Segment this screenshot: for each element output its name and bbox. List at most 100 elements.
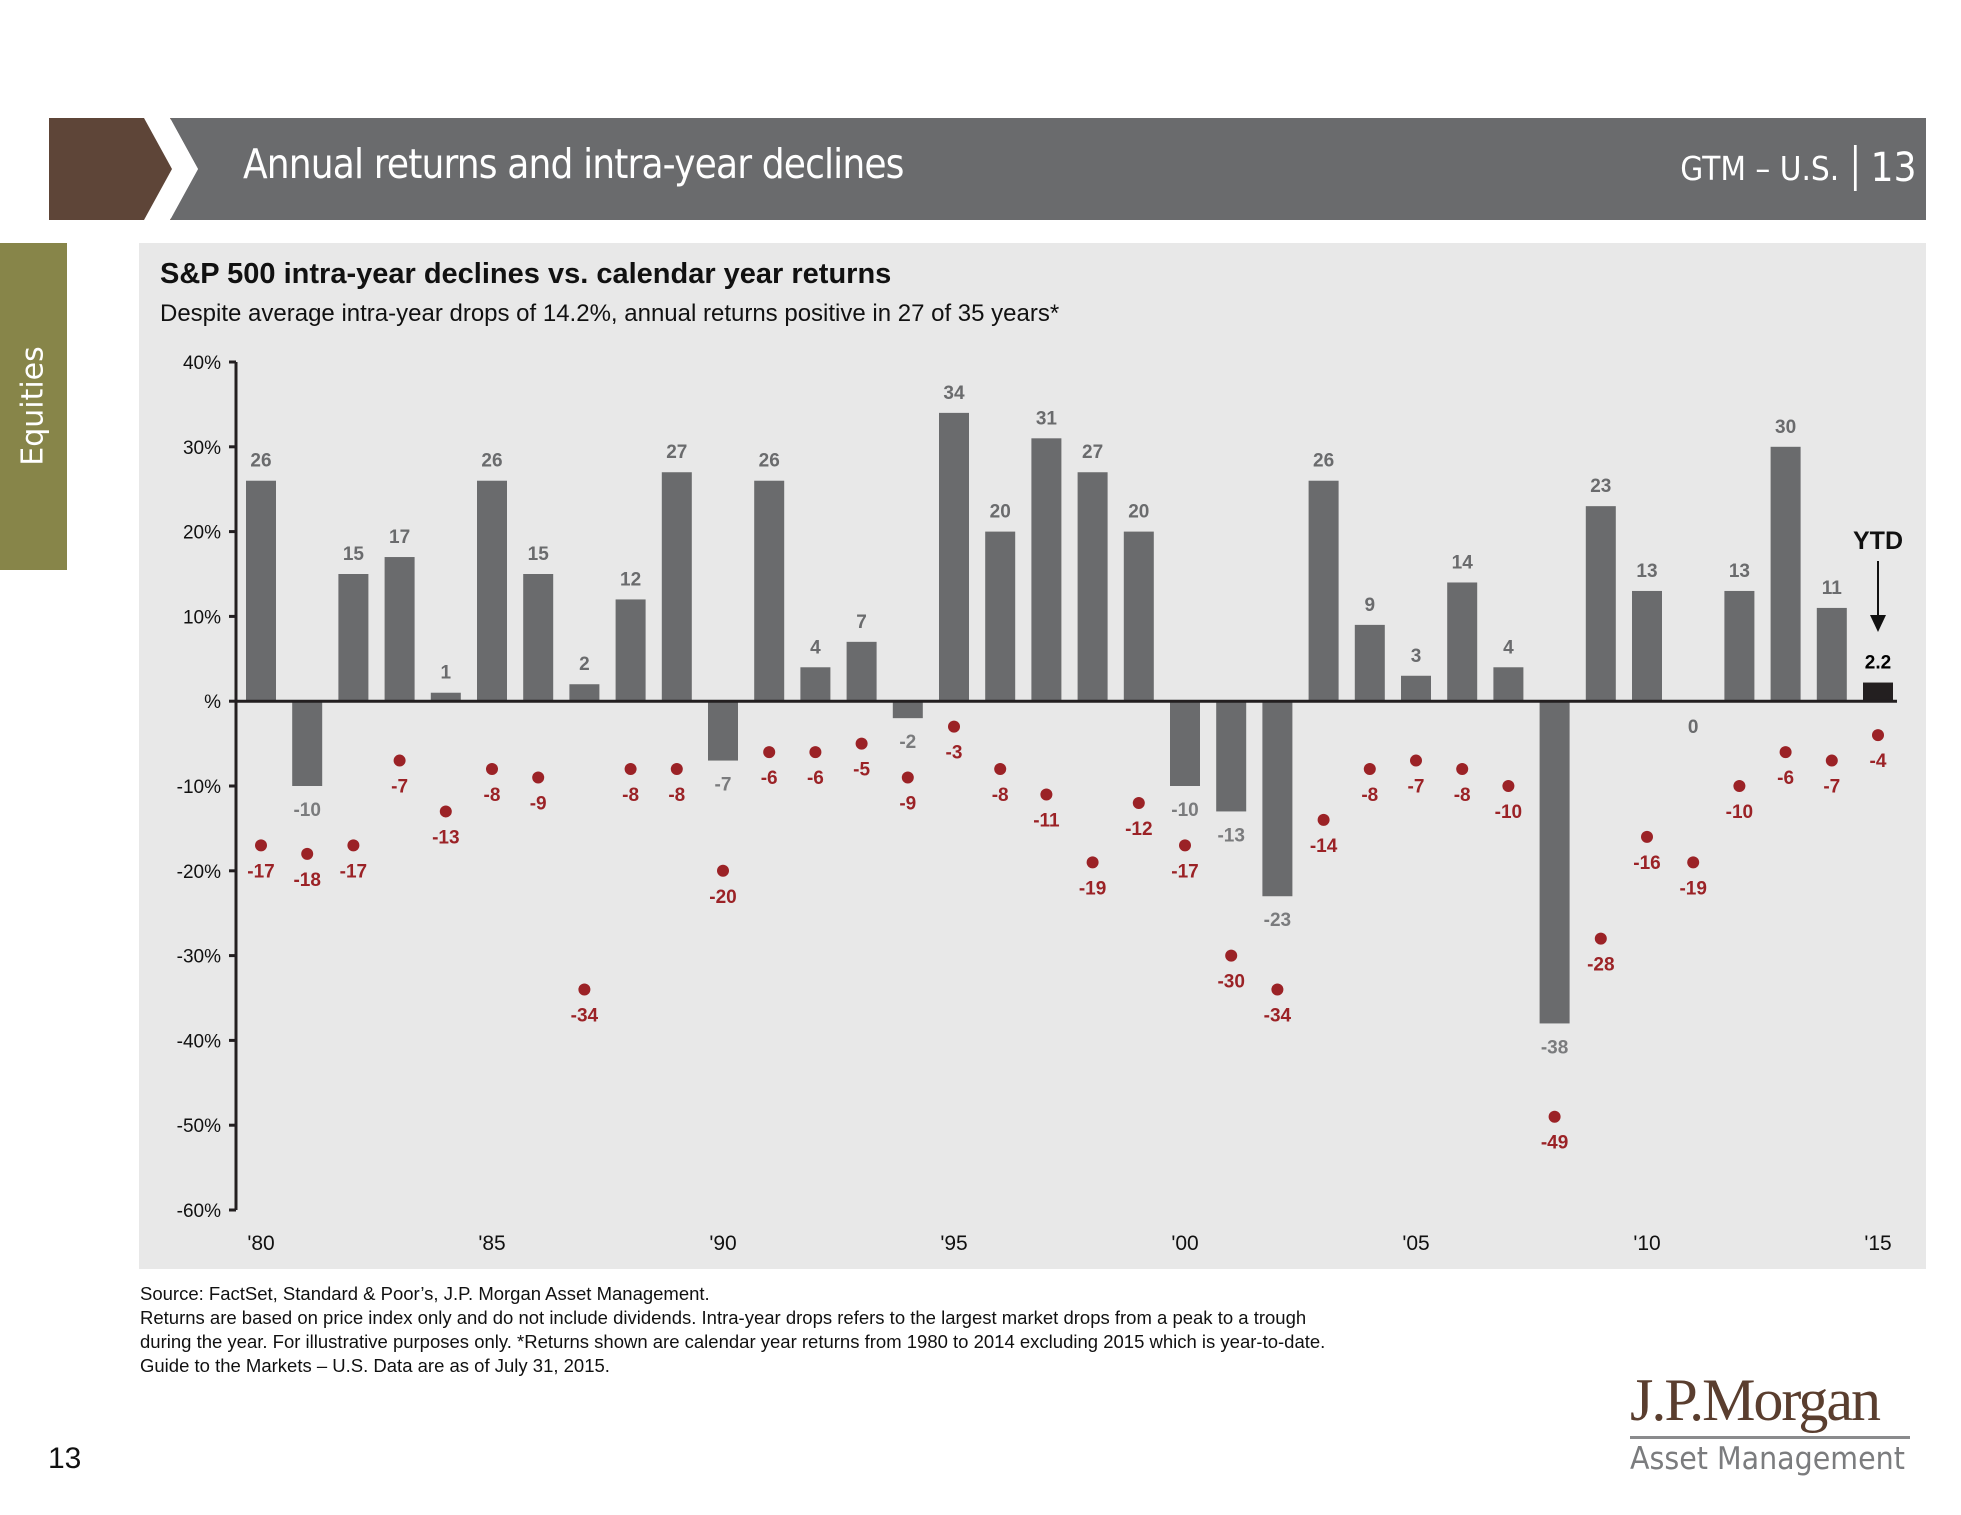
bar-1999 xyxy=(1123,531,1154,702)
decline-label-1987: -34 xyxy=(571,1006,599,1027)
return-label-2011: 0 xyxy=(1688,717,1699,738)
decline-dot-1998 xyxy=(1086,856,1099,869)
bar-2010 xyxy=(1632,590,1662,702)
footnote-line: Returns are based on price index only an… xyxy=(140,1307,1307,1328)
y-tick-label: 10% xyxy=(183,607,221,628)
decline-label-2006: -8 xyxy=(1454,785,1471,806)
decline-dot-1986 xyxy=(532,771,545,784)
y-tick-label: 30% xyxy=(183,438,221,459)
decline-dot-1989 xyxy=(670,763,683,776)
decline-label-1999: -12 xyxy=(1125,819,1152,840)
decline-dot-1993 xyxy=(855,737,868,750)
return-label-2000: -10 xyxy=(1171,800,1198,821)
decline-label-1996: -8 xyxy=(992,785,1009,806)
decline-label-1983: -7 xyxy=(391,777,408,798)
decline-label-2008: -49 xyxy=(1541,1133,1568,1154)
decline-label-1997: -11 xyxy=(1033,810,1060,831)
footnote-source: Source: FactSet, Standard & Poor’s, J.P.… xyxy=(140,1283,710,1304)
decline-dot-1981 xyxy=(301,847,314,860)
return-label-1980: 26 xyxy=(250,451,271,472)
jpmorgan-logo: J.P.Morgan Asset Management xyxy=(1630,1370,1930,1477)
decline-label-1991: -6 xyxy=(761,768,778,789)
bar-1995 xyxy=(939,412,969,702)
return-label-1993: 7 xyxy=(856,612,867,633)
return-label-1988: 12 xyxy=(620,569,641,590)
return-label-2014: 11 xyxy=(1822,578,1843,599)
y-tick-label: -50% xyxy=(177,1116,221,1137)
decline-dot-2014 xyxy=(1825,754,1838,767)
bar-2012 xyxy=(1724,590,1755,702)
y-tick-label: 40% xyxy=(183,353,221,374)
return-label-1985: 26 xyxy=(481,451,502,472)
section-tab xyxy=(0,243,67,570)
chart-panel xyxy=(139,243,1926,1269)
bar-1996 xyxy=(985,531,1016,702)
return-label-2015: 2.2 xyxy=(1865,653,1891,674)
decline-dot-1985 xyxy=(486,763,498,776)
labels-layer: 26-1015171261521227-72647-23420312720-10… xyxy=(247,383,1903,1154)
bar-2007 xyxy=(1493,667,1524,702)
decline-label-1992: -6 xyxy=(807,768,824,789)
return-label-2007: 4 xyxy=(1503,637,1514,658)
decline-dot-2010 xyxy=(1641,830,1653,843)
decline-label-1984: -13 xyxy=(432,827,459,848)
return-label-1982: 15 xyxy=(343,544,365,565)
bar-2008 xyxy=(1539,701,1570,1024)
decline-label-2000: -17 xyxy=(1171,861,1198,882)
decline-label-1982: -17 xyxy=(340,861,367,882)
y-tick-label: -30% xyxy=(177,947,221,968)
x-tick-label: '00 xyxy=(1171,1232,1198,1255)
decline-label-1989: -8 xyxy=(668,785,685,806)
ytd-arrow-head-icon xyxy=(1870,615,1886,632)
return-label-2002: -23 xyxy=(1264,910,1291,931)
return-label-1994: -2 xyxy=(899,732,916,753)
logo-wordmark: J.P.Morgan xyxy=(1630,1367,1881,1433)
logo-subtitle: Asset Management xyxy=(1630,1441,1905,1477)
return-label-1986: 15 xyxy=(528,544,550,565)
return-label-2010: 13 xyxy=(1636,561,1657,582)
page-number: 13 xyxy=(48,1442,82,1475)
return-label-1996: 20 xyxy=(990,502,1011,523)
decline-label-2011: -19 xyxy=(1679,878,1706,899)
return-label-1998: 27 xyxy=(1082,442,1103,463)
y-tick-label: -40% xyxy=(177,1031,221,1052)
decline-dot-2007 xyxy=(1502,780,1515,792)
guide-label: GTM – U.S. xyxy=(1679,148,1839,188)
decline-label-1993: -5 xyxy=(853,760,870,781)
decline-dot-1996 xyxy=(994,763,1007,776)
x-tick-label: '85 xyxy=(478,1232,505,1255)
decline-label-2013: -6 xyxy=(1777,768,1794,789)
decline-label-2015: -4 xyxy=(1870,751,1887,772)
decline-label-1998: -19 xyxy=(1079,878,1106,899)
bar-2015 xyxy=(1863,682,1893,702)
return-label-2013: 30 xyxy=(1775,417,1796,438)
x-tick-label: '05 xyxy=(1402,1232,1429,1255)
footnote-line: during the year. For illustrative purpos… xyxy=(140,1331,1326,1352)
return-label-1995: 34 xyxy=(943,383,965,404)
decline-dot-1992 xyxy=(809,746,822,759)
bar-1981 xyxy=(292,701,323,786)
chart-title: S&P 500 intra-year declines vs. calendar… xyxy=(160,258,892,290)
footnotes: Source: FactSet, Standard & Poor’s, J.P.… xyxy=(140,1282,1325,1378)
bar-1993 xyxy=(846,641,877,702)
decline-dot-2012 xyxy=(1733,780,1746,792)
return-label-1992: 4 xyxy=(810,637,821,658)
decline-label-2001: -30 xyxy=(1217,972,1244,993)
bar-2005 xyxy=(1401,675,1431,702)
decline-dot-1990 xyxy=(717,864,729,877)
return-label-1984: 1 xyxy=(441,663,452,684)
x-tick-label: '90 xyxy=(709,1232,736,1255)
decline-label-1985: -8 xyxy=(484,785,501,806)
decline-label-2005: -7 xyxy=(1408,777,1425,798)
decline-dot-1997 xyxy=(1040,788,1053,801)
decline-dot-1991 xyxy=(763,746,776,759)
decline-label-1994: -9 xyxy=(899,794,916,815)
x-tick-label: '10 xyxy=(1633,1232,1660,1255)
axes-layer: 40% 30% 20% 10%% -10% -20% -30% -40% -50% -60% '80… xyxy=(177,353,1897,1255)
footnote-line: Guide to the Markets – U.S. Data are as … xyxy=(140,1355,610,1376)
bar-2014 xyxy=(1816,607,1847,702)
decline-dot-2015 xyxy=(1872,729,1884,742)
bar-1984 xyxy=(430,692,461,702)
y-tick-label: -60% xyxy=(177,1201,221,1222)
decline-label-1990: -20 xyxy=(709,887,736,908)
